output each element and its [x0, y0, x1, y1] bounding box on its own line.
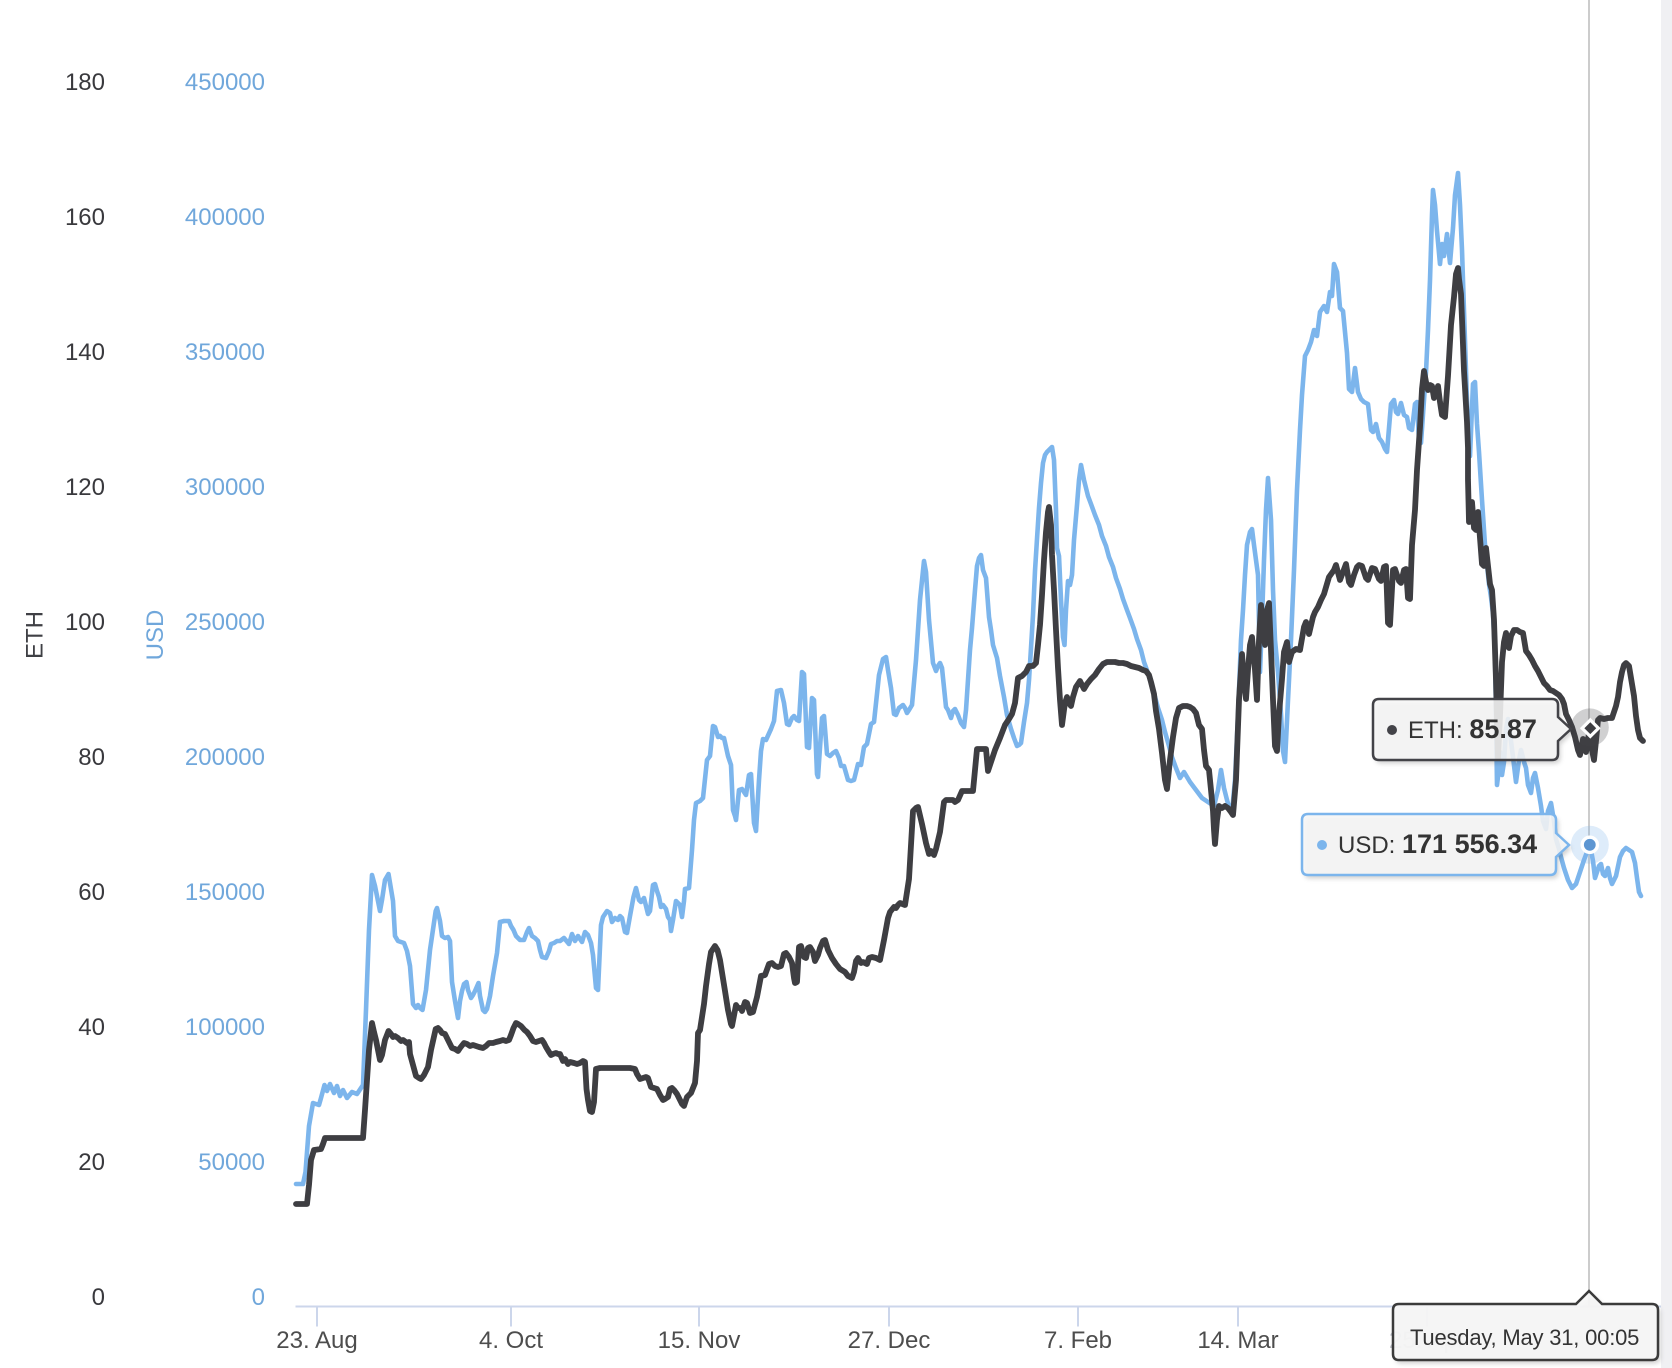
svg-text:200000: 200000: [185, 744, 265, 771]
svg-text:300000: 300000: [185, 474, 265, 501]
svg-text:Tuesday, May 31, 00:05: Tuesday, May 31, 00:05: [1410, 1325, 1639, 1350]
svg-text:40: 40: [78, 1014, 105, 1041]
svg-text:120: 120: [65, 474, 105, 501]
svg-text:400000: 400000: [185, 204, 265, 231]
svg-text:60: 60: [78, 879, 105, 906]
svg-text:ETH: 85.87: ETH: 85.87: [1408, 714, 1537, 744]
svg-text:0: 0: [92, 1284, 105, 1311]
svg-text:160: 160: [65, 204, 105, 231]
svg-text:80: 80: [78, 744, 105, 771]
svg-text:27. Dec: 27. Dec: [848, 1327, 931, 1354]
svg-text:100: 100: [65, 609, 105, 636]
svg-text:150000: 150000: [185, 879, 265, 906]
svg-text:0: 0: [252, 1284, 265, 1311]
svg-text:4. Oct: 4. Oct: [479, 1327, 543, 1354]
svg-text:450000: 450000: [185, 69, 265, 96]
svg-text:350000: 350000: [185, 339, 265, 366]
svg-text:ETH: ETH: [22, 611, 49, 659]
svg-text:140: 140: [65, 339, 105, 366]
svg-text:250000: 250000: [185, 609, 265, 636]
svg-text:15. Nov: 15. Nov: [658, 1327, 741, 1354]
svg-text:USD: 171 556.34: USD: 171 556.34: [1338, 829, 1537, 859]
svg-text:23. Aug: 23. Aug: [276, 1327, 357, 1354]
svg-text:14. Mar: 14. Mar: [1197, 1327, 1278, 1354]
svg-text:7. Feb: 7. Feb: [1044, 1327, 1112, 1354]
svg-text:100000: 100000: [185, 1014, 265, 1041]
svg-text:20: 20: [78, 1149, 105, 1176]
svg-text:USD: USD: [142, 610, 169, 661]
svg-text:50000: 50000: [198, 1149, 265, 1176]
svg-text:180: 180: [65, 69, 105, 96]
